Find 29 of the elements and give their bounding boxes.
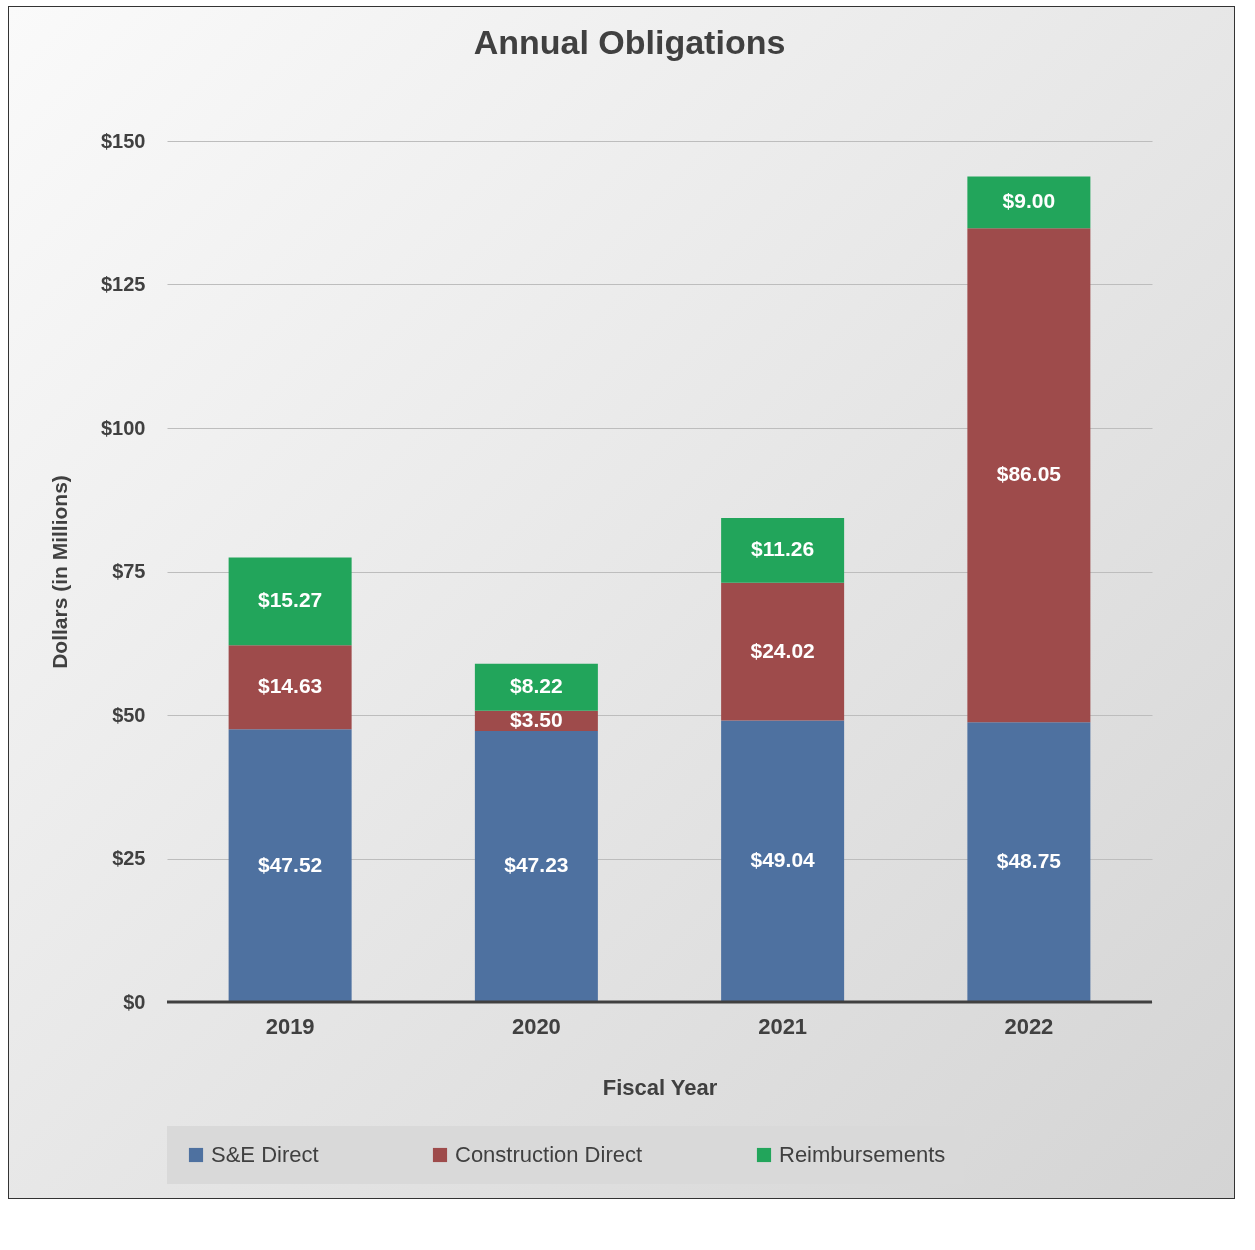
data-label: $11.26 <box>751 537 815 561</box>
data-label: $24.02 <box>750 638 815 662</box>
data-label: $9.00 <box>1002 189 1056 213</box>
y-tick-label: $0 <box>123 990 146 1013</box>
legend-label: Reimbursements <box>779 1142 946 1167</box>
y-tick-label: $50 <box>112 703 146 726</box>
data-label: $15.27 <box>258 588 323 612</box>
y-tick-label: $100 <box>101 416 146 439</box>
x-tick-label: 2019 <box>265 1013 315 1039</box>
legend-label: S&E Direct <box>211 1142 319 1167</box>
x-axis-title: Fiscal Year <box>602 1074 718 1100</box>
data-label: $3.50 <box>510 707 563 731</box>
data-label: $48.75 <box>996 849 1062 873</box>
x-tick-label: 2021 <box>758 1013 808 1039</box>
data-label: $49.04 <box>750 848 816 872</box>
y-tick-label: $150 <box>101 129 146 152</box>
y-tick-label: $125 <box>101 273 146 295</box>
data-label: $14.63 <box>258 674 323 698</box>
y-tick-label: $75 <box>112 560 146 582</box>
x-tick-label: 2020 <box>511 1013 561 1039</box>
data-label: $47.52 <box>258 852 323 876</box>
x-tick-label: 2022 <box>1004 1013 1054 1039</box>
legend-label: Construction Direct <box>455 1142 643 1167</box>
data-label: $8.22 <box>510 674 563 698</box>
data-label: $86.05 <box>996 462 1062 486</box>
chart-title: Annual Obligations <box>473 23 786 61</box>
data-label: $47.23 <box>504 853 569 877</box>
y-axis-title: Dollars (in Millions) <box>48 475 72 669</box>
y-tick-label: $25 <box>112 847 146 869</box>
